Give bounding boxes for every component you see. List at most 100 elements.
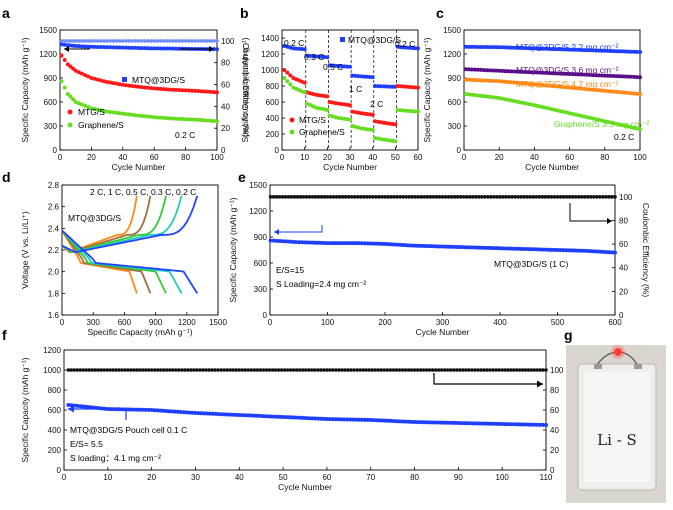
data-point [579,86,584,91]
data-point [544,247,548,252]
data-point [529,422,534,427]
x-tick-label: 1200 [178,318,196,327]
data-point [555,195,560,199]
data-point [417,243,422,248]
data-point [295,195,300,199]
data-point [494,368,498,372]
pouch-inner [584,372,650,482]
data-point [307,91,312,96]
data-point [517,69,522,74]
data-point [472,67,477,72]
data-point [78,404,83,409]
data-point [455,195,460,199]
data-point [174,368,178,372]
data-point [629,91,634,96]
data-point [564,248,569,253]
data-point [213,411,218,416]
data-point [140,368,145,372]
data-point [531,195,536,199]
data-point [149,39,153,43]
data-point [171,39,175,43]
data-point [294,368,299,372]
data-point [595,195,599,199]
panel-label-b: b [240,5,249,21]
data-point [415,368,420,372]
data-point [126,368,130,372]
data-point [189,88,194,93]
data-point [477,245,482,250]
data-point [488,68,493,73]
data-point [174,116,179,121]
legend-marker [289,117,295,123]
arrow-head [274,229,279,235]
data-point [465,421,470,426]
data-point [547,83,552,88]
data-point [623,90,628,95]
data-point [444,420,449,425]
data-point [62,58,67,62]
data-point [319,54,324,59]
y-tick-label: 1000 [261,66,279,75]
data-point [594,73,598,78]
data-point [503,69,508,74]
data-point [327,63,332,68]
data-point [532,422,537,427]
y-tick-label: 300 [448,122,462,131]
data-point [573,72,578,77]
data-point [613,195,617,199]
data-point [111,81,116,86]
data-point [581,248,586,253]
data-point [475,78,480,83]
data-point [121,39,125,43]
data-point [629,74,634,79]
data-point [196,411,201,416]
y2-tick-label: 100 [619,193,633,202]
data-point [87,405,92,410]
data-point [573,47,578,52]
data-point [349,195,354,199]
data-point [547,46,552,51]
data-point [427,368,432,372]
data-point [158,368,163,372]
data-point [422,195,427,199]
data-point [389,195,393,199]
data-point [552,84,557,89]
data-point [177,368,181,372]
data-point [424,420,429,425]
data-point [350,73,355,78]
data-point [164,39,169,43]
data-point [272,414,277,419]
data-point [365,74,369,79]
data-point [608,49,613,53]
data-point [79,102,84,107]
x-tick-label: 500 [551,318,565,327]
data-point [407,85,412,89]
data-point [532,368,537,372]
data-point [240,368,245,372]
data-point [368,195,372,199]
data-point [409,368,414,372]
data-point [377,195,381,199]
data-point [167,116,172,121]
data-point [523,81,528,86]
data-point [372,119,377,124]
data-point [339,64,344,69]
data-point [152,86,157,91]
data-point [161,115,166,120]
data-point [307,53,312,58]
data-point [517,422,522,427]
data-point [579,48,584,52]
data-point [158,115,163,120]
data-point [298,195,303,199]
data-point [108,80,113,85]
data-point [211,90,216,95]
data-point [263,414,268,419]
discharge-curve-0.2 C [61,229,198,294]
data-point [503,246,508,251]
data-point [541,83,546,88]
data-point [59,79,64,84]
data-point [92,76,97,81]
data-point [352,368,356,372]
data-point [596,48,601,53]
data-point [489,246,494,251]
